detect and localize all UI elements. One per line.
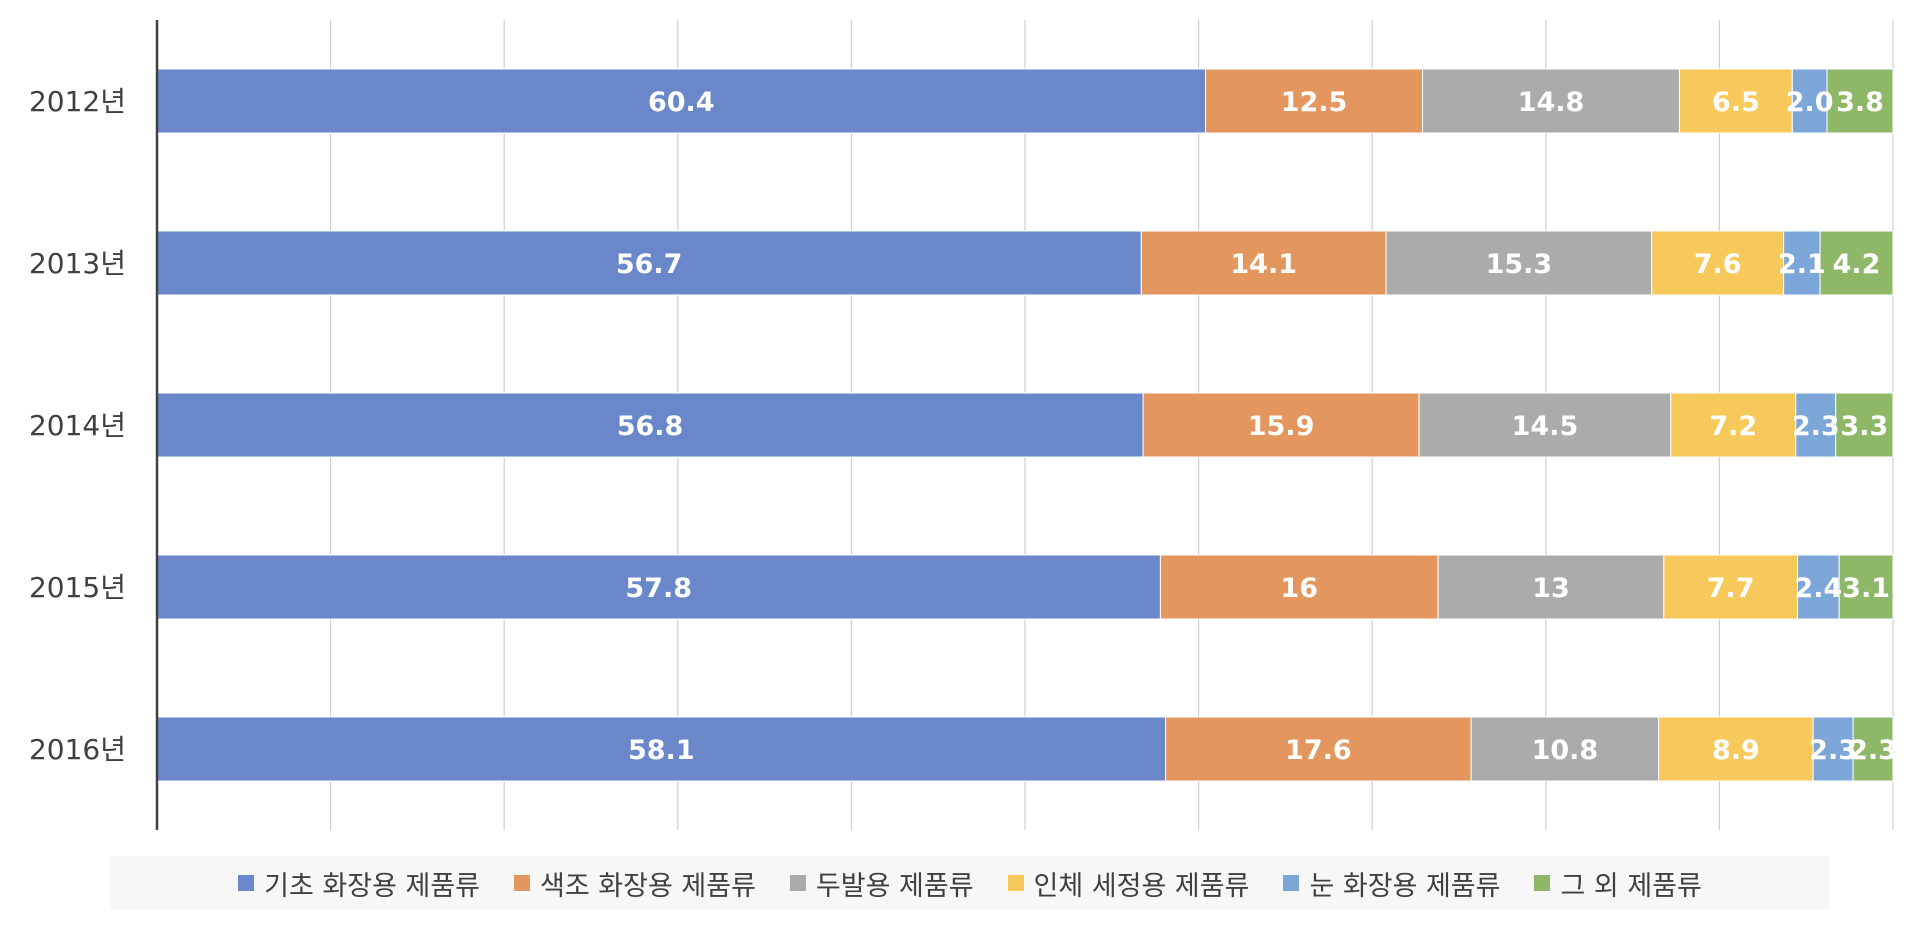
bar-segment: [1142, 392, 1420, 458]
bar-segment: [156, 554, 1161, 620]
bar-segment: [1670, 392, 1797, 458]
data-label: 16: [1280, 573, 1318, 604]
bar-segment: [1795, 392, 1837, 458]
category-tick-labels: 2012년 2013년 2014년 2015년 2016년: [29, 85, 126, 766]
bar-segment: [156, 392, 1144, 458]
bar-segment: [1658, 716, 1814, 782]
bar-segments: [156, 68, 1894, 782]
data-label: 57.8: [625, 573, 692, 604]
data-label: 2.1: [1778, 249, 1826, 280]
bar-segment: [1838, 554, 1894, 620]
bar-segment: [1852, 716, 1894, 782]
data-label: 7.7: [1707, 573, 1755, 604]
bar-segment: [1791, 68, 1828, 134]
bar-segment: [156, 716, 1167, 782]
legend-label: 기초 화장용 제품류: [264, 870, 481, 902]
bar-segment: [156, 230, 1142, 296]
data-label: 2.0: [1786, 87, 1834, 118]
bar-segment: [1422, 68, 1680, 134]
data-label: 15.3: [1486, 249, 1553, 280]
category-tick-label: 2013년: [29, 247, 126, 280]
bar-segment: [1165, 716, 1472, 782]
data-label: 13: [1532, 573, 1570, 604]
category-tick-label: 2016년: [29, 733, 126, 766]
category-tick-label: 2014년: [29, 409, 126, 442]
legend-item-hair: 두발용 제품류: [789, 864, 974, 903]
data-label: 15.9: [1248, 411, 1315, 442]
data-label: 56.8: [617, 411, 684, 442]
category-tick-label: 2015년: [29, 571, 126, 604]
legend-label: 인체 세정용 제품류: [1033, 870, 1250, 902]
legend-label: 눈 화장용 제품류: [1309, 870, 1501, 902]
chart-legend: 기초 화장용 제품류 색조 화장용 제품류 두발용 제품류 인체 세정용 제품류…: [110, 856, 1830, 910]
legend-swatch: [1534, 875, 1551, 891]
data-label: 14.1: [1230, 249, 1297, 280]
bar-segment: [156, 68, 1207, 134]
category-tick-label: 2012년: [29, 85, 126, 118]
legend-swatch: [1283, 875, 1300, 891]
legend-swatch: [1007, 875, 1024, 891]
data-labels: 60.4 12.5 14.8 6.5 2.0 3.8 56.7 14.1 15.3 7.6 2.1 4…: [616, 87, 1897, 766]
bar-segment: [1418, 392, 1672, 458]
bar-segment: [1651, 230, 1785, 296]
data-label: 7.2: [1709, 411, 1757, 442]
data-label: 10.8: [1532, 735, 1599, 766]
bar-segment: [1835, 392, 1894, 458]
legend-item-eye-makeup: 눈 화장용 제품류: [1283, 864, 1500, 903]
bar-segment: [1437, 554, 1665, 620]
bar-segment: [1819, 230, 1894, 296]
data-label: 60.4: [648, 87, 715, 118]
legend-item-other: 그 외 제품류: [1534, 864, 1702, 903]
bar-segment: [1205, 68, 1424, 134]
data-label: 8.9: [1712, 735, 1760, 766]
bar-segment: [1385, 230, 1653, 296]
bar-segment: [1140, 230, 1387, 296]
legend-label: 색조 화장용 제품류: [540, 870, 756, 902]
data-label: 3.1: [1842, 573, 1890, 604]
bar-segment: [1470, 716, 1660, 782]
legend-label: 그 외 제품류: [1560, 870, 1702, 902]
legend-swatch: [514, 875, 531, 891]
legend-item-body-cleansing: 인체 세정용 제품류: [1007, 864, 1250, 903]
data-label: 3.8: [1836, 87, 1884, 118]
legend-item-color-makeup: 색조 화장용 제품류: [514, 864, 756, 903]
bar-segment: [1812, 716, 1854, 782]
data-label: 3.3: [1840, 411, 1888, 442]
legend-item-basic-skincare: 기초 화장용 제품류: [238, 864, 480, 903]
data-label: 2.4: [1794, 573, 1842, 604]
data-label: 2.3: [1809, 735, 1857, 766]
bar-segment: [1159, 554, 1439, 620]
data-label: 14.5: [1512, 411, 1579, 442]
bar-segment: [1783, 230, 1821, 296]
data-label: 2.3: [1792, 411, 1840, 442]
data-label: 2.3: [1849, 735, 1897, 766]
legend-label: 두발용 제품류: [815, 870, 974, 902]
legend-swatch: [789, 875, 806, 891]
bar-segment: [1826, 68, 1894, 134]
data-label: 7.6: [1694, 249, 1742, 280]
bar-segment: [1678, 68, 1793, 134]
data-label: 14.8: [1518, 87, 1585, 118]
data-label: 17.6: [1285, 735, 1352, 766]
data-label: 4.2: [1833, 249, 1881, 280]
data-label: 6.5: [1712, 87, 1760, 118]
data-label: 58.1: [628, 735, 695, 766]
data-label: 12.5: [1281, 87, 1348, 118]
legend-swatch: [238, 875, 255, 891]
data-label: 56.7: [616, 249, 683, 280]
